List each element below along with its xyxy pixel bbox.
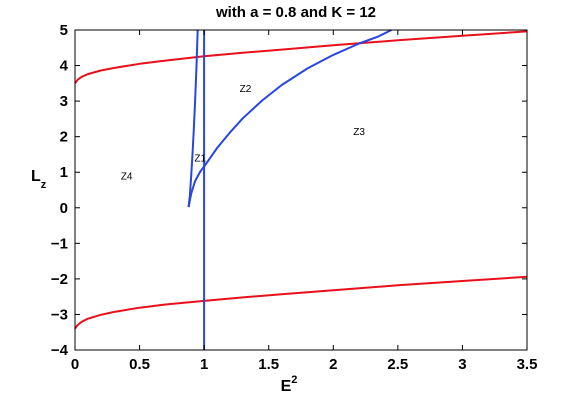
series-line-2: [74, 275, 528, 330]
x-tick-label: 3: [458, 356, 466, 373]
y-tick-label: −2: [51, 271, 68, 288]
region-label-z2: Z2: [240, 84, 252, 95]
x-tick-label: 1.5: [258, 356, 279, 373]
series-line-4: [187, 29, 392, 208]
y-tick-label: 5: [60, 22, 68, 39]
x-tick-label: 2.5: [387, 356, 408, 373]
plot-frame: [74, 29, 528, 351]
y-tick-label: −4: [51, 342, 69, 359]
y-axis-label-base: L: [31, 168, 41, 185]
x-axis-label-sup: 2: [291, 374, 297, 386]
series-line-3: [187, 29, 199, 208]
y-tick-label: 2: [60, 129, 68, 146]
y-tick-label: −1: [51, 235, 68, 252]
region-label-z4: Z4: [121, 171, 133, 182]
y-axis-label: Lz: [31, 168, 47, 191]
series-layer: [74, 29, 528, 350]
y-tick-label: 4: [60, 58, 69, 75]
region-label-z3: Z3: [353, 127, 365, 138]
x-tick-label: 2: [329, 356, 337, 373]
y-tick-label: −3: [51, 306, 68, 323]
chart-title: with a = 0.8 and K = 12: [215, 4, 376, 21]
series-line-1: [74, 30, 528, 84]
x-axis-label: E2: [281, 374, 298, 395]
x-axis-label-base: E: [281, 378, 292, 395]
x-tick-label: 0: [71, 356, 79, 373]
y-axis-label-sub: z: [41, 179, 47, 191]
annotations-layer: Z4 Z1 Z2 Z3: [121, 84, 366, 182]
x-tick-label: 3.5: [517, 356, 538, 373]
y-tick-label: 0: [60, 200, 68, 217]
x-tick-label: 0.5: [129, 356, 150, 373]
x-tick-label: 1: [200, 356, 208, 373]
y-tick-label: 3: [60, 93, 68, 110]
y-tick-label: 1: [60, 164, 68, 181]
ticks-layer: 0 0.5 1 1.5 2 2.5 3 3.5 −4 −3 −2 −1 0 1 2 3 4 5: [51, 22, 538, 373]
region-label-z1: Z1: [194, 154, 206, 165]
